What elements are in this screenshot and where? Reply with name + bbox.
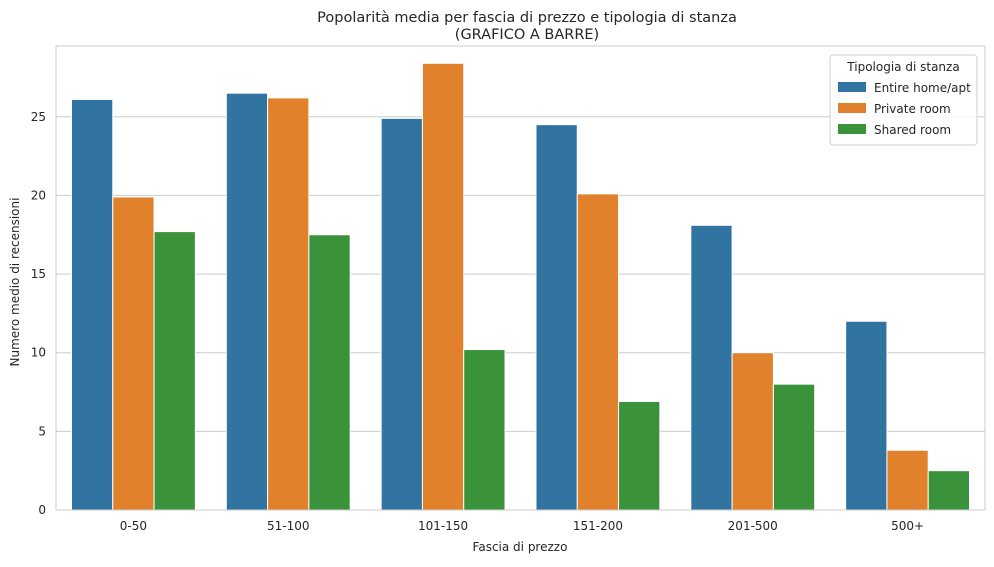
legend-box xyxy=(829,54,978,146)
x-tick-label: 51-100 xyxy=(267,519,310,533)
bar-shared-room-201-500 xyxy=(772,383,816,511)
bar-shared-room-51-100 xyxy=(308,234,351,511)
y-tick-label: 10 xyxy=(31,346,46,360)
plot-frame xyxy=(55,45,986,511)
legend-swatch xyxy=(838,82,866,92)
y-tick-label: 20 xyxy=(31,188,46,202)
bar-shared-room-0-50 xyxy=(153,231,196,511)
legend-title: Tipologia di stanza xyxy=(846,60,959,74)
legend: Tipologia di stanza Entire home/apt Privat… xyxy=(829,54,978,146)
bar-entire-home-apt-201-500 xyxy=(690,224,733,511)
bar-private-room-101-150 xyxy=(421,62,465,511)
bar-private-room-500- xyxy=(886,449,929,511)
x-tick-label: 151-200 xyxy=(573,519,623,533)
bars xyxy=(70,62,971,511)
chart-title: Popolarità media per fascia di prezzo e … xyxy=(317,10,737,26)
legend-swatch xyxy=(838,103,866,113)
bar-private-room-0-50 xyxy=(112,196,155,511)
legend-entry: Entire home/apt xyxy=(874,81,971,95)
y-tick-label: 15 xyxy=(31,267,46,281)
x-axis-label: Fascia di prezzo xyxy=(473,540,568,554)
x-tick-label: 101-150 xyxy=(418,519,468,533)
bar-shared-room-151-200 xyxy=(618,400,661,511)
bar-private-room-51-100 xyxy=(267,97,310,511)
y-tick-label: 0 xyxy=(38,503,46,517)
y-axis-label: Numero medio di recensioni xyxy=(8,198,22,367)
bar-entire-home-apt-151-200 xyxy=(535,124,578,511)
x-tick-label: 500+ xyxy=(891,519,924,533)
x-tick-label: 0-50 xyxy=(120,519,147,533)
bar-entire-home-apt-101-150 xyxy=(380,117,423,511)
bar-private-room-201-500 xyxy=(731,352,774,511)
x-tick-label: 201-500 xyxy=(728,519,778,533)
bar-shared-room-101-150 xyxy=(463,349,506,511)
bar-shared-room-500- xyxy=(927,470,971,511)
bar-entire-home-apt-500- xyxy=(845,320,888,511)
chart-subtitle: (GRAFICO A BARRE) xyxy=(455,27,599,43)
legend-swatch xyxy=(838,124,866,134)
bar-entire-home-apt-51-100 xyxy=(225,92,269,511)
legend-entry: Shared room xyxy=(874,123,951,137)
legend-entry: Private room xyxy=(874,102,951,116)
bar-entire-home-apt-0-50 xyxy=(70,98,114,511)
y-tick-label: 25 xyxy=(31,110,46,124)
y-tick-label: 5 xyxy=(38,424,46,438)
bar-private-room-151-200 xyxy=(576,193,620,511)
axes: 0 5 10 15 20 25 0-50 51-100 101-150 151-200 201-50… xyxy=(31,45,986,533)
